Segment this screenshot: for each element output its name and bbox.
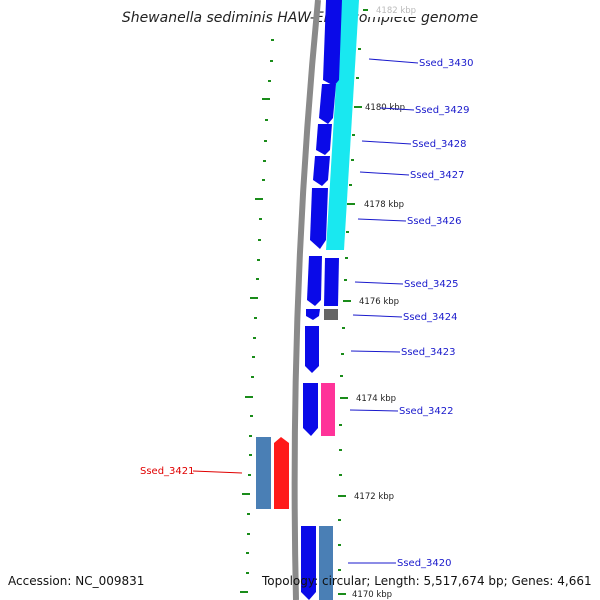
blast-hit-arc[interactable] (326, 0, 359, 250)
gene-labels: Ssed_3430 Ssed_3429 Ssed_3428 Ssed_3427 … (140, 58, 474, 569)
tick-label-4182: 4182 kbp (376, 6, 416, 16)
gene-ssed-3427[interactable] (313, 156, 330, 186)
label-ssed-3424[interactable]: Ssed_3424 (403, 312, 458, 323)
label-ssed-3423[interactable]: Ssed_3423 (401, 347, 456, 358)
outer-tick-marks (338, 9, 371, 595)
gene-ssed-3424[interactable] (306, 309, 320, 320)
topology-text: Topology: circular; Length: 5,517,674 bp… (262, 574, 592, 588)
tick-label-4170: 4170 kbp (352, 590, 392, 600)
inner-tick-marks (240, 39, 274, 593)
tick-label-4172: 4172 kbp (354, 492, 394, 502)
tick-label-4174: 4174 kbp (356, 394, 396, 404)
rna-gene-ssed-3422[interactable] (321, 383, 335, 436)
label-ssed-3420[interactable]: Ssed_3420 (397, 558, 452, 569)
gene-ssed-3420[interactable] (301, 526, 316, 600)
label-ssed-3422[interactable]: Ssed_3422 (399, 406, 454, 417)
gene-ssed-3422[interactable] (303, 383, 318, 436)
pseudogene-ssed-3424[interactable] (324, 309, 338, 320)
gene-ssed-3426[interactable] (310, 188, 328, 249)
label-ssed-3430[interactable]: Ssed_3430 (419, 58, 474, 69)
reverse-strand-genes (256, 437, 289, 509)
label-leader-lines (192, 58, 419, 564)
gene-ssed-3420b[interactable] (319, 526, 333, 600)
tick-labels: 4182 kbp 4180 kbp 4178 kbp 4176 kbp 4174… (352, 4, 422, 600)
gene-ssed-3430[interactable] (323, 0, 342, 86)
label-ssed-3425[interactable]: Ssed_3425 (404, 279, 459, 290)
gene-ssed-3425b[interactable] (324, 258, 339, 306)
tick-label-4176: 4176 kbp (359, 297, 399, 307)
label-ssed-3426[interactable]: Ssed_3426 (407, 216, 462, 227)
label-ssed-3427[interactable]: Ssed_3427 (410, 170, 465, 181)
label-ssed-3429[interactable]: Ssed_3429 (415, 105, 470, 116)
gene-ssed-3429[interactable] (319, 84, 336, 124)
gene-ssed-3425[interactable] (307, 256, 322, 306)
gene-ssed-3428[interactable] (316, 124, 332, 155)
forward-strand-genes (301, 0, 342, 600)
genome-backbone (291, 0, 321, 600)
accession-text: Accession: NC_009831 (8, 574, 145, 588)
gene-ssed-3423[interactable] (305, 326, 319, 373)
label-ssed-3421[interactable]: Ssed_3421 (140, 466, 195, 477)
label-ssed-3428[interactable]: Ssed_3428 (412, 139, 467, 150)
gene-ssed-3421[interactable] (274, 437, 289, 509)
gene-ssed-3421-neighbor[interactable] (256, 437, 271, 509)
tick-label-4178: 4178 kbp (364, 200, 404, 210)
